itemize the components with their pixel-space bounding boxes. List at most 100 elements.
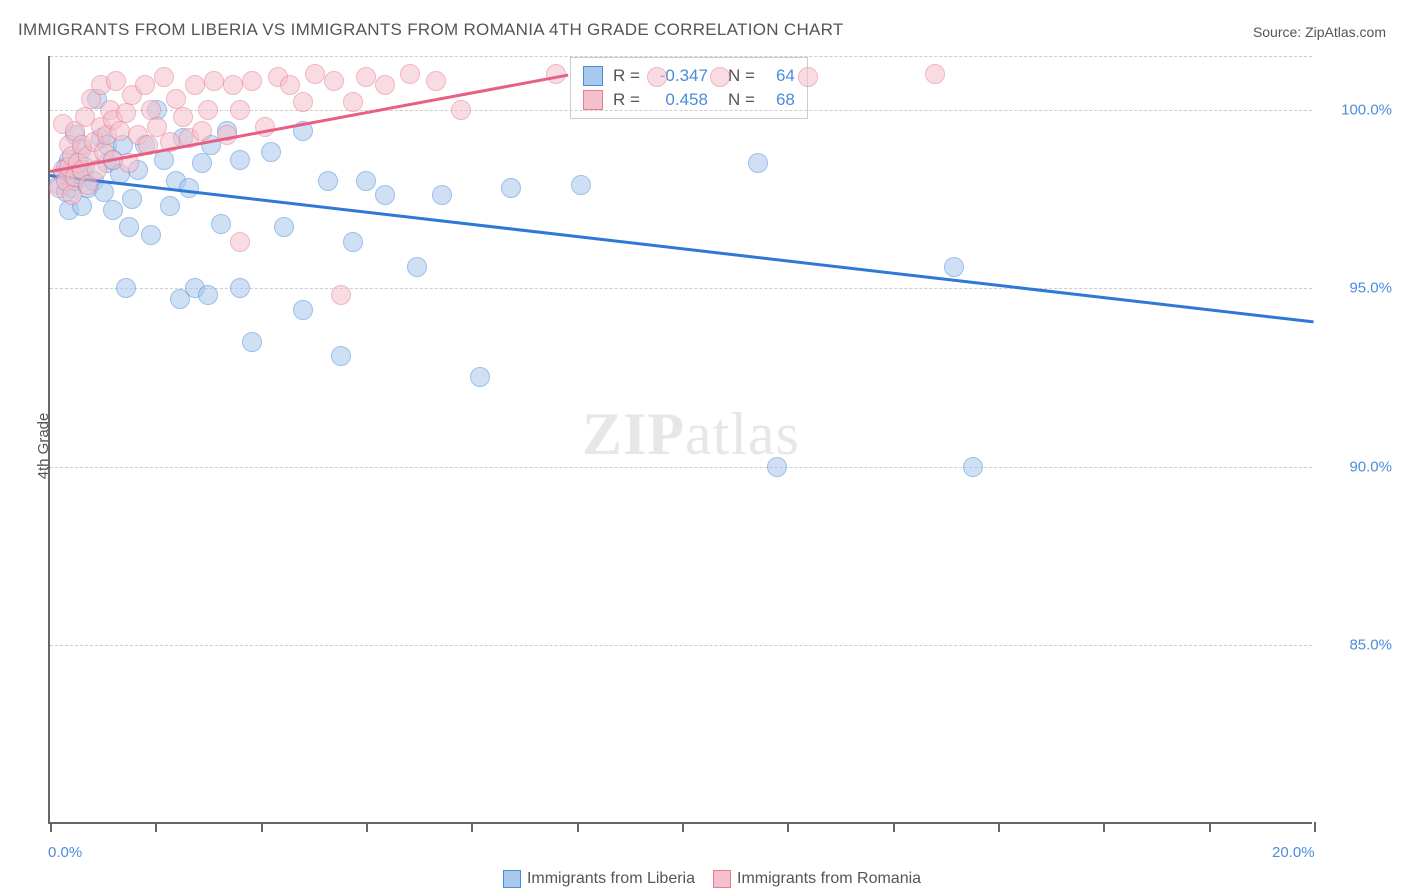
data-point [122, 189, 142, 209]
data-point [242, 71, 262, 91]
data-point [204, 71, 224, 91]
bottom-legend: Immigrants from Liberia Immigrants from R… [0, 870, 1406, 888]
data-point [106, 71, 126, 91]
x-tick [366, 822, 368, 832]
data-point [925, 64, 945, 84]
data-point [470, 367, 490, 387]
data-point [318, 171, 338, 191]
stat-N-label: N = [728, 66, 755, 86]
data-point [198, 100, 218, 120]
gridline-h [50, 56, 1312, 57]
legend-swatch [503, 870, 521, 888]
data-point [274, 217, 294, 237]
data-point [501, 178, 521, 198]
legend-label: Immigrants from Liberia [527, 870, 695, 887]
x-tick [1314, 822, 1316, 832]
data-point [280, 75, 300, 95]
x-tick [787, 822, 789, 832]
watermark: ZIPatlas [582, 400, 800, 469]
data-point [116, 103, 136, 123]
x-axis-tick-label: 20.0% [1272, 844, 1315, 861]
watermark-zip: ZIP [582, 401, 685, 467]
data-point [230, 150, 250, 170]
data-point [255, 117, 275, 137]
data-point [173, 107, 193, 127]
data-point [710, 67, 730, 87]
data-point [356, 171, 376, 191]
data-point [343, 92, 363, 112]
data-point [179, 178, 199, 198]
data-point [647, 67, 667, 87]
data-point [154, 67, 174, 87]
x-tick [471, 822, 473, 832]
data-point [160, 196, 180, 216]
y-tick-label: 85.0% [1349, 637, 1392, 654]
x-tick [1209, 822, 1211, 832]
y-tick-label: 100.0% [1341, 101, 1392, 118]
data-point [230, 232, 250, 252]
data-point [324, 71, 344, 91]
data-point [261, 142, 281, 162]
data-point [230, 100, 250, 120]
data-point [571, 175, 591, 195]
x-tick [155, 822, 157, 832]
source-attribution: Source: ZipAtlas.com [1253, 24, 1386, 40]
data-point [230, 278, 250, 298]
data-point [767, 457, 787, 477]
data-point [356, 67, 376, 87]
stat-R-label: R = [613, 66, 640, 86]
x-tick [577, 822, 579, 832]
plot-area: ZIPatlas R =-0.347N =64R =0.458N =68 [48, 56, 1312, 824]
data-point [798, 67, 818, 87]
legend-label: Immigrants from Romania [737, 870, 921, 887]
data-point [748, 153, 768, 173]
x-tick [1103, 822, 1105, 832]
data-point [375, 75, 395, 95]
data-point [400, 64, 420, 84]
watermark-atlas: atlas [685, 401, 800, 467]
legend-swatch [583, 66, 603, 86]
data-point [141, 225, 161, 245]
data-point [963, 457, 983, 477]
data-point [103, 200, 123, 220]
data-point [426, 71, 446, 91]
x-tick [893, 822, 895, 832]
data-point [432, 185, 452, 205]
y-tick-label: 95.0% [1349, 280, 1392, 297]
data-point [293, 300, 313, 320]
stat-legend-row: R =-0.347N =64 [583, 64, 795, 88]
gridline-h [50, 467, 1312, 468]
data-point [223, 75, 243, 95]
data-point [451, 100, 471, 120]
data-point [192, 121, 212, 141]
x-axis-tick-label: 0.0% [48, 844, 82, 861]
x-tick [682, 822, 684, 832]
data-point [242, 332, 262, 352]
data-point [305, 64, 325, 84]
data-point [331, 285, 351, 305]
legend-swatch [583, 90, 603, 110]
data-point [135, 75, 155, 95]
chart-title: IMMIGRANTS FROM LIBERIA VS IMMIGRANTS FR… [18, 20, 844, 40]
stat-N-value: 68 [765, 90, 795, 110]
data-point [293, 92, 313, 112]
legend-swatch [713, 870, 731, 888]
data-point [343, 232, 363, 252]
stat-N-value: 64 [765, 66, 795, 86]
stat-legend-row: R =0.458N =68 [583, 88, 795, 112]
data-point [211, 214, 231, 234]
data-point [116, 278, 136, 298]
x-tick [998, 822, 1000, 832]
data-point [944, 257, 964, 277]
y-tick-label: 90.0% [1349, 458, 1392, 475]
data-point [375, 185, 395, 205]
source-name: ZipAtlas.com [1305, 24, 1386, 40]
data-point [407, 257, 427, 277]
stat-R-value: 0.458 [650, 90, 708, 110]
stat-N-label: N = [728, 90, 755, 110]
source-prefix: Source: [1253, 24, 1305, 40]
x-tick [261, 822, 263, 832]
data-point [185, 75, 205, 95]
x-tick [50, 822, 52, 832]
gridline-h [50, 645, 1312, 646]
